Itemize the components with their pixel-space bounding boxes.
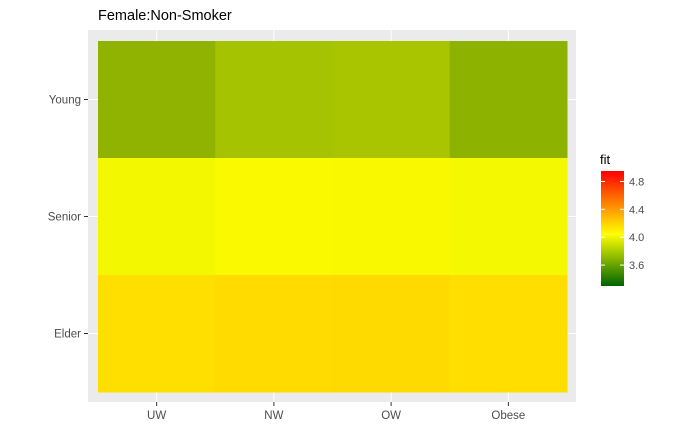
- legend-tick-label: 4.8: [629, 176, 644, 188]
- heatmap-tile-senior-ow: 4.24: [332, 158, 451, 276]
- heatmap-tile-elder-ow: 4.4: [332, 275, 451, 393]
- heatmap-tile-young-uw: 3.74: [98, 41, 216, 159]
- heatmap-tile-elder-nw: 4.39: [215, 275, 333, 393]
- heatmap-tile-elder-obese: 4.38: [449, 275, 568, 393]
- legend-ticks: 3.6 4.0 4.4 4.8: [601, 176, 644, 272]
- x-tick-label: UW: [147, 410, 166, 422]
- x-tick-label: NW: [264, 410, 283, 422]
- heatmap-tile-young-obese: 3.73: [449, 41, 568, 159]
- y-axis: Young Senior Elder: [48, 95, 88, 341]
- legend-tick-label: 4.4: [629, 204, 644, 216]
- x-tick-label: OW: [381, 410, 401, 422]
- heatmap-tile-senior-nw: 4.24: [215, 158, 333, 276]
- heatmap-tile-young-nw: 3.88: [215, 41, 333, 159]
- heatmap-tile-elder-uw: 4.37: [98, 275, 216, 393]
- y-tick-label: Elder: [54, 329, 81, 341]
- legend-title: fit: [600, 152, 611, 167]
- x-axis: UW NW OW Obese: [147, 402, 525, 422]
- chart-title: Female:Non-Smoker: [98, 8, 232, 24]
- legend-colorbar: [601, 171, 624, 286]
- x-tick-label: Obese: [491, 410, 525, 422]
- legend-tick-label: 3.6: [629, 260, 644, 272]
- y-tick-label: Senior: [48, 212, 81, 224]
- legend: fit 3.6 4.0 4.4 4.8: [600, 152, 644, 286]
- heatmap-tile-senior-obese: 4.21: [449, 158, 568, 276]
- y-tick-label: Young: [49, 95, 81, 107]
- heatmap-tile-senior-uw: 4.2: [98, 158, 216, 276]
- plot-panel: 3.743.883.93.734.24.244.244.214.374.394.…: [88, 30, 576, 402]
- heatmap-tile-young-ow: 3.9: [332, 41, 451, 159]
- legend-tick-label: 4.0: [629, 232, 644, 244]
